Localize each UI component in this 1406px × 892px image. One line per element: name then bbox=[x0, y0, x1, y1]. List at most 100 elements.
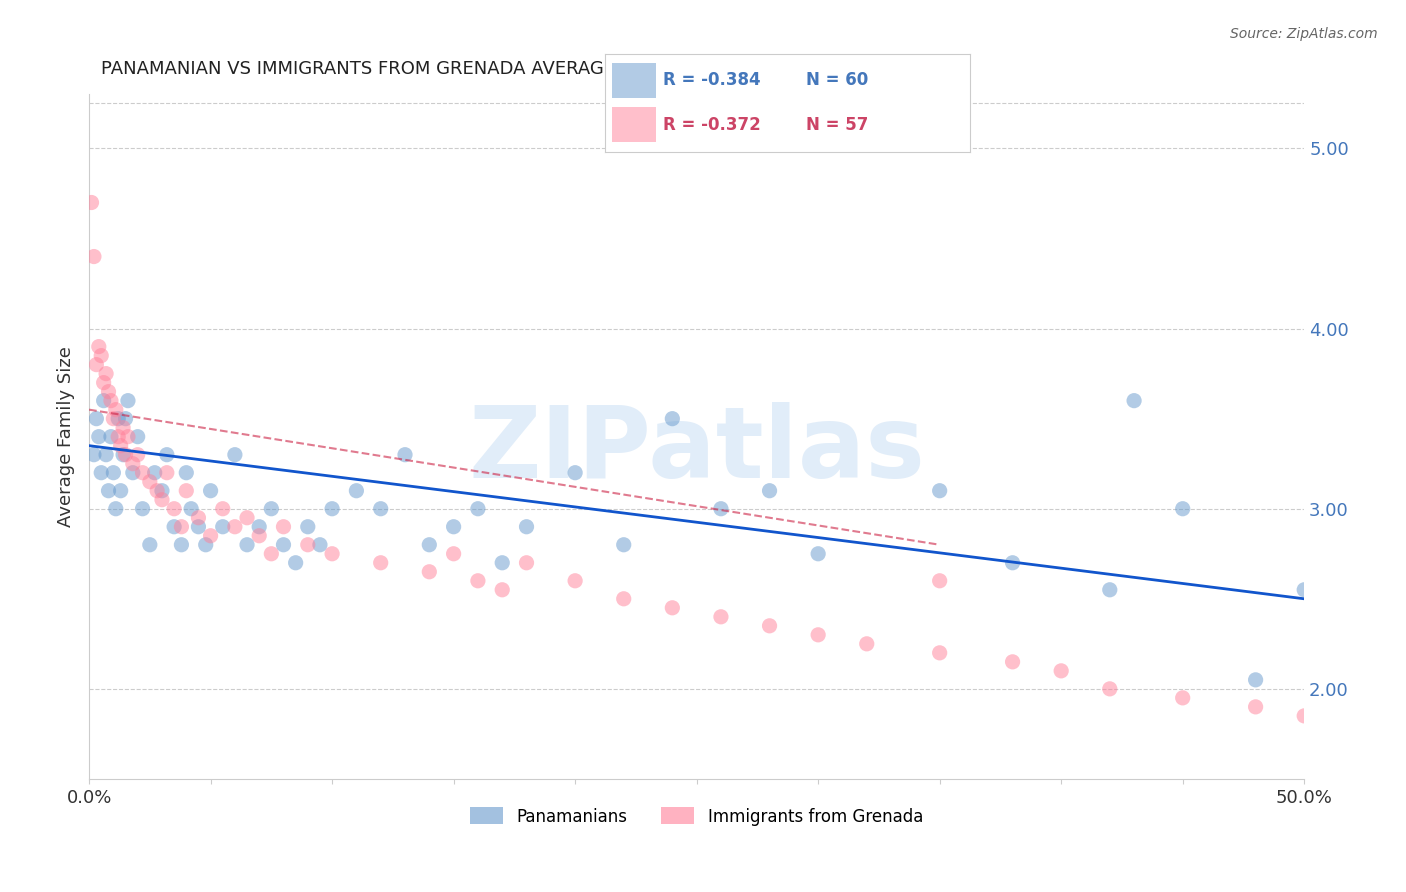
Point bbox=[139, 475, 162, 489]
Point bbox=[1171, 690, 1194, 705]
Point bbox=[97, 483, 120, 498]
Point bbox=[1294, 709, 1316, 723]
Point bbox=[297, 520, 319, 534]
Point bbox=[1001, 655, 1024, 669]
Point bbox=[284, 556, 307, 570]
Text: N = 57: N = 57 bbox=[806, 116, 868, 134]
Point bbox=[150, 483, 173, 498]
Point bbox=[170, 538, 193, 552]
Point bbox=[93, 376, 115, 390]
Point bbox=[114, 448, 136, 462]
Point bbox=[344, 483, 367, 498]
Point bbox=[394, 448, 416, 462]
Point bbox=[117, 393, 139, 408]
Point bbox=[467, 574, 489, 588]
Point bbox=[107, 430, 129, 444]
Point bbox=[491, 556, 513, 570]
Point bbox=[103, 411, 125, 425]
Point bbox=[194, 538, 217, 552]
Point bbox=[86, 358, 108, 372]
FancyBboxPatch shape bbox=[612, 108, 655, 142]
Point bbox=[131, 466, 153, 480]
Point bbox=[174, 466, 197, 480]
Point bbox=[443, 520, 465, 534]
Point bbox=[127, 448, 149, 462]
Point bbox=[90, 349, 112, 363]
Point bbox=[1244, 699, 1267, 714]
Text: R = -0.384: R = -0.384 bbox=[664, 71, 761, 89]
Point bbox=[710, 609, 733, 624]
Point bbox=[86, 411, 108, 425]
Text: N = 60: N = 60 bbox=[806, 71, 868, 89]
Point bbox=[80, 195, 103, 210]
Point bbox=[613, 591, 636, 606]
Point bbox=[180, 501, 202, 516]
Point bbox=[200, 529, 222, 543]
Point bbox=[187, 520, 209, 534]
Point bbox=[564, 574, 586, 588]
Point bbox=[200, 483, 222, 498]
Text: R = -0.372: R = -0.372 bbox=[664, 116, 761, 134]
Point bbox=[273, 538, 295, 552]
Point bbox=[370, 501, 392, 516]
Point bbox=[491, 582, 513, 597]
Point bbox=[260, 501, 283, 516]
Point bbox=[443, 547, 465, 561]
Point bbox=[247, 529, 270, 543]
Point bbox=[236, 510, 259, 524]
Point bbox=[94, 448, 117, 462]
Legend: Panamanians, Immigrants from Grenada: Panamanians, Immigrants from Grenada bbox=[464, 801, 929, 832]
Point bbox=[83, 448, 105, 462]
Point bbox=[94, 367, 117, 381]
Point bbox=[928, 574, 950, 588]
Point bbox=[163, 501, 186, 516]
Point bbox=[139, 538, 162, 552]
Point bbox=[146, 483, 169, 498]
Point bbox=[418, 565, 440, 579]
Point bbox=[758, 483, 780, 498]
Point bbox=[163, 520, 186, 534]
Point bbox=[1171, 501, 1194, 516]
Point bbox=[127, 430, 149, 444]
Point bbox=[87, 340, 110, 354]
Point bbox=[103, 466, 125, 480]
Point bbox=[1123, 393, 1146, 408]
Point bbox=[855, 637, 877, 651]
Point bbox=[564, 466, 586, 480]
Point bbox=[131, 501, 153, 516]
Point bbox=[114, 411, 136, 425]
Point bbox=[807, 547, 830, 561]
Point bbox=[156, 448, 179, 462]
Point bbox=[93, 393, 115, 408]
Point bbox=[467, 501, 489, 516]
Point bbox=[174, 483, 197, 498]
Point bbox=[1098, 681, 1121, 696]
Point bbox=[156, 466, 179, 480]
Point bbox=[321, 547, 343, 561]
Point bbox=[661, 600, 683, 615]
Point bbox=[260, 547, 283, 561]
Point bbox=[224, 448, 246, 462]
Point bbox=[297, 538, 319, 552]
Point bbox=[418, 538, 440, 552]
Text: Source: ZipAtlas.com: Source: ZipAtlas.com bbox=[1230, 27, 1378, 41]
Point bbox=[87, 430, 110, 444]
Point bbox=[661, 411, 683, 425]
Point bbox=[211, 520, 233, 534]
Point bbox=[613, 538, 636, 552]
Point bbox=[187, 510, 209, 524]
Point bbox=[1098, 582, 1121, 597]
Point bbox=[112, 420, 135, 434]
Point bbox=[110, 483, 132, 498]
FancyBboxPatch shape bbox=[612, 63, 655, 98]
Point bbox=[928, 646, 950, 660]
Point bbox=[117, 430, 139, 444]
Point bbox=[807, 628, 830, 642]
Point bbox=[150, 492, 173, 507]
Point bbox=[121, 466, 143, 480]
Point bbox=[273, 520, 295, 534]
Point bbox=[224, 520, 246, 534]
Y-axis label: Average Family Size: Average Family Size bbox=[58, 346, 75, 527]
Point bbox=[143, 466, 166, 480]
Point bbox=[236, 538, 259, 552]
